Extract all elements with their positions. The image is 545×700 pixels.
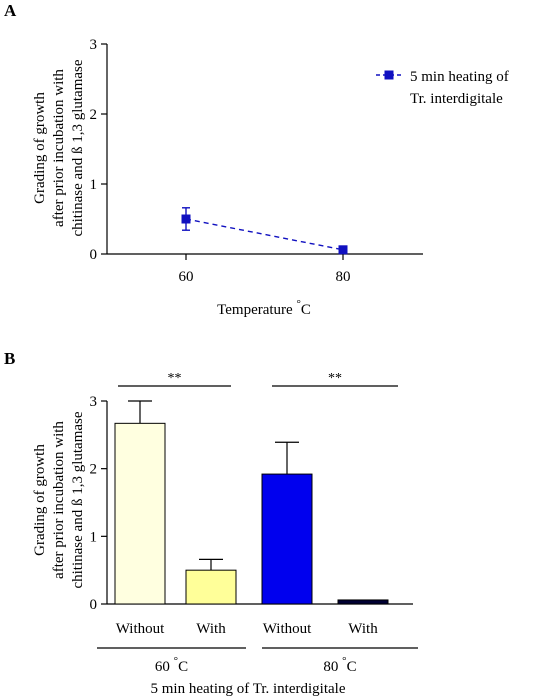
panel-b-y-axis-label: Grading of growth after prior incubation … <box>32 411 86 588</box>
panel-b-category-label: With <box>196 621 226 637</box>
legend-marker <box>384 70 394 80</box>
panel-b-y-tick-label: 3 <box>90 394 98 410</box>
panel-a-letter: A <box>4 1 17 20</box>
panel-a-y-tick-label: 0 <box>90 247 98 263</box>
bar <box>337 599 389 605</box>
panel-a-x-axis-label: Temperature °C <box>217 298 311 318</box>
data-point <box>338 245 348 255</box>
x-axis-label-text: Temperature <box>217 302 296 318</box>
panel-b-y-ticks: 0 1 2 3 <box>90 394 107 613</box>
panel-b-groups: 60 °C 80 °C <box>97 647 418 675</box>
panel-b: B 0 1 2 3 Without With Without With ** ** 60 °C… <box>4 349 418 697</box>
x-axis-unit-letter: C <box>301 302 311 318</box>
panel-a-y-axis-label: Grading of growth after prior incubation … <box>32 59 86 236</box>
panel-a-x-tick-label: 80 <box>336 269 351 285</box>
panel-b-y-tick-label: 1 <box>90 529 98 545</box>
panel-a-y-tick-label: 3 <box>90 37 98 53</box>
x-axis-unit-degree: ° <box>296 298 300 310</box>
bar <box>114 422 166 605</box>
group-label: 60 °C <box>155 655 188 675</box>
significance-label: ** <box>168 371 182 386</box>
panel-a-y-ticks: 0 1 2 3 <box>90 37 107 263</box>
panel-a-x-tick-label: 60 <box>179 269 194 285</box>
panel-a-y-tick-label: 2 <box>90 107 98 123</box>
panel-b-group-axis-label: 5 min heating of Tr. interdigitale <box>151 681 346 697</box>
series-line <box>185 218 344 251</box>
panel-b-category-label: Without <box>263 621 312 637</box>
panel-b-x-ticks: Without With Without With <box>116 621 378 637</box>
panel-b-category-label: Without <box>116 621 165 637</box>
data-point <box>181 214 191 224</box>
legend-label-line-1: 5 min heating of <box>410 69 509 85</box>
bar <box>185 569 237 605</box>
panel-b-category-label: With <box>348 621 378 637</box>
legend-label-line-2: Tr. interdigitale <box>410 91 503 107</box>
bar <box>261 473 313 605</box>
panel-b-y-tick-label: 2 <box>90 462 98 478</box>
panel-a: A 0 1 2 3 60 80 Grading of growth after prior… <box>4 1 509 318</box>
panel-b-y-tick-label: 0 <box>90 597 98 613</box>
group-label: 80 °C <box>323 655 356 675</box>
panel-a-series <box>181 207 348 255</box>
panel-b-bars <box>114 400 389 605</box>
panel-a-x-ticks: 60 80 <box>179 254 351 285</box>
panel-b-letter: B <box>4 349 15 368</box>
panel-b-significance: ** ** <box>118 371 398 387</box>
significance-label: ** <box>328 371 342 386</box>
legend: 5 min heating of Tr. interdigitale <box>376 69 509 107</box>
panel-a-y-tick-label: 1 <box>90 177 98 193</box>
